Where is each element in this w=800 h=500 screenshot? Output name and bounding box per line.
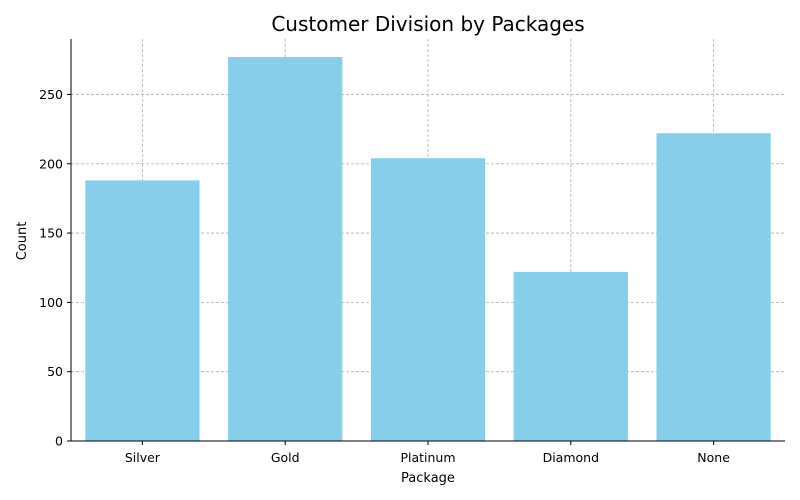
x-tick-label: Diamond <box>543 450 599 465</box>
x-tick-label: Silver <box>125 450 161 465</box>
bars <box>85 57 771 441</box>
y-tick-label: 150 <box>39 226 63 241</box>
y-tick-label: 250 <box>39 87 63 102</box>
y-tick-label: 100 <box>39 295 63 310</box>
ticks: 0 50 100 150 200 250 Silver Gold Platinum Diamond… <box>39 87 730 465</box>
y-axis-label: Count <box>15 222 30 261</box>
y-tick-label: 200 <box>39 156 63 171</box>
bar-silver <box>85 180 200 441</box>
bar-diamond <box>513 271 628 441</box>
chart-title: Customer Division by Packages <box>271 12 584 36</box>
x-tick-label: Platinum <box>400 450 455 465</box>
y-tick-label: 0 <box>55 434 63 449</box>
bar-none <box>656 133 771 441</box>
x-tick-label: None <box>697 450 730 465</box>
bar-gold <box>228 57 343 441</box>
x-tick-label: Gold <box>271 450 300 465</box>
x-axis-label: Package <box>401 471 455 486</box>
y-tick-label: 50 <box>47 364 63 379</box>
bar-platinum <box>370 158 486 441</box>
